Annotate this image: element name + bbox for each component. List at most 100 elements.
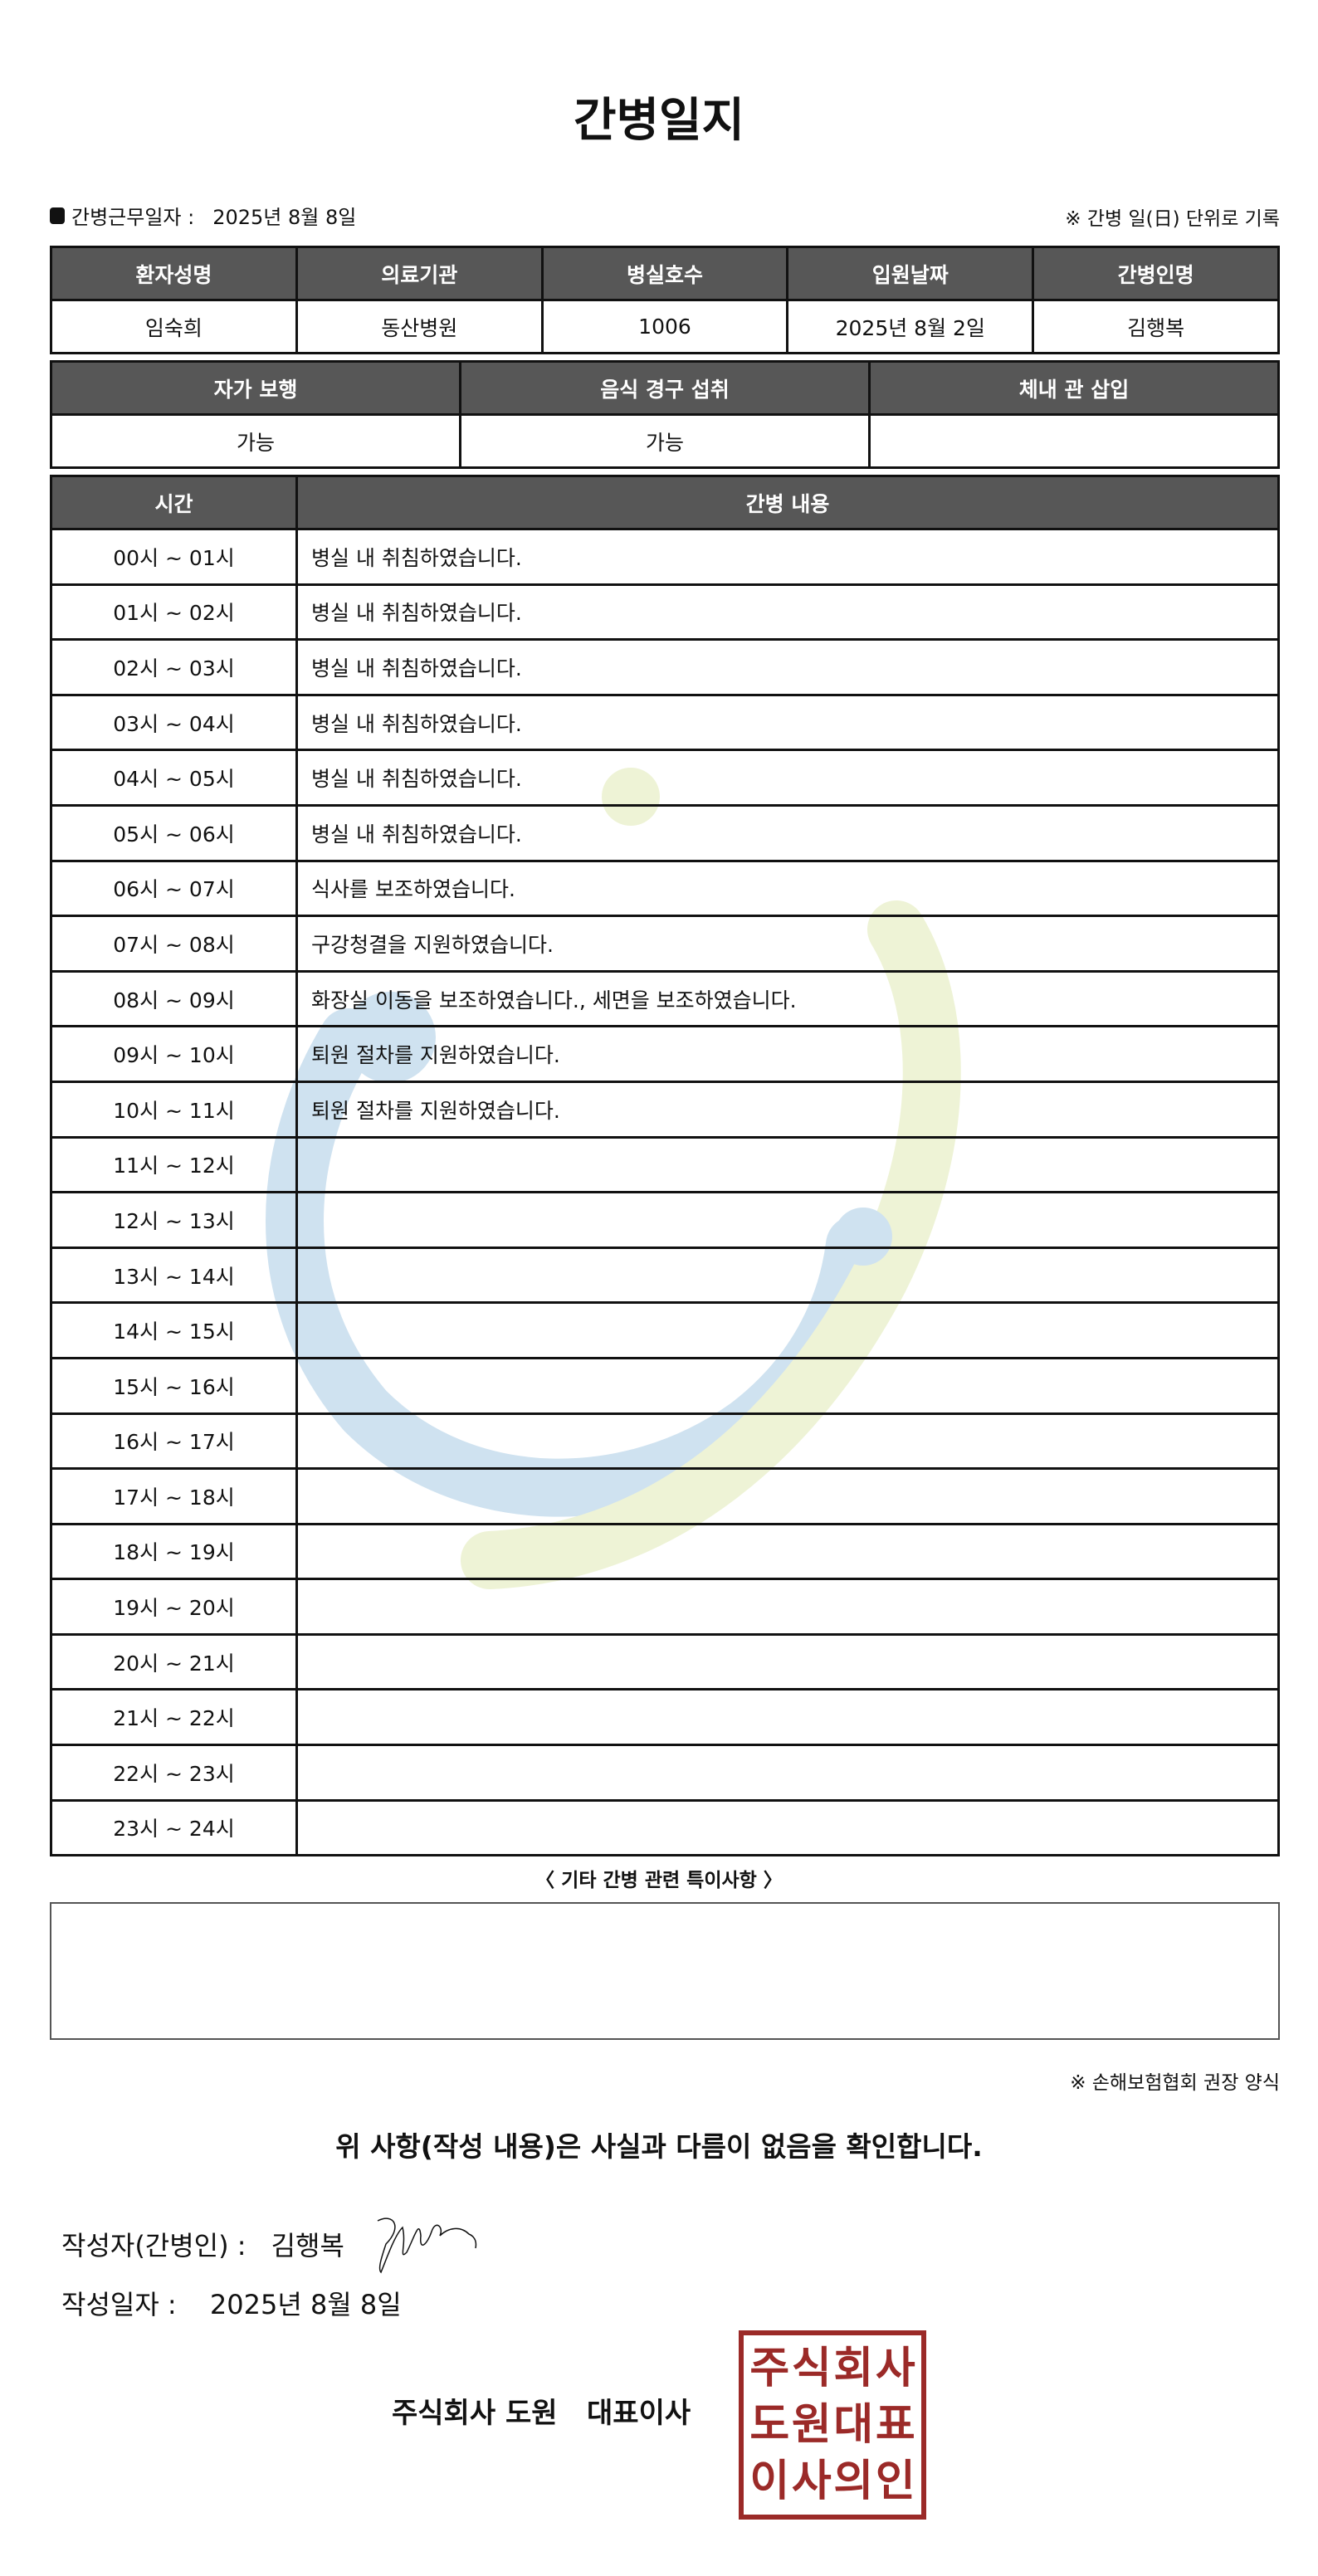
- hospital: 동산병원: [295, 299, 544, 354]
- table-row: 14시 ~ 15시: [50, 1301, 1280, 1359]
- content-cell: [295, 1688, 1280, 1747]
- status-table: 자가 보행 음식 경구 섭취 체내 관 삽입 가능 가능: [50, 360, 1280, 469]
- patient-table: 환자성명 의료기관 병실호수 입원날짜 간병인명 임숙희 동산병원 1006 2025년 8월…: [50, 246, 1280, 354]
- table-row: 01시 ~ 02시 병실 내 취침하였습니다.: [50, 583, 1280, 642]
- stamp-char: 도: [749, 2400, 790, 2450]
- work-date: 간병근무일자 : 2025년 8월 8일: [50, 201, 356, 230]
- header-oral-intake: 음식 경구 섭취: [459, 360, 871, 416]
- time-cell: 12시 ~ 13시: [50, 1191, 298, 1249]
- header-walking: 자가 보행: [50, 360, 461, 416]
- time-cell: 22시 ~ 23시: [50, 1744, 298, 1802]
- content-cell: [295, 1578, 1280, 1636]
- content-cell: 병실 내 취침하였습니다.: [295, 749, 1280, 807]
- table-row: 07시 ~ 08시 구강청결을 지원하였습니다.: [50, 915, 1280, 973]
- page-title: 간병일지: [573, 94, 745, 148]
- stamp-char: 주: [749, 2344, 790, 2393]
- table-row: 03시 ~ 04시 병실 내 취침하였습니다.: [50, 693, 1280, 752]
- time-cell: 15시 ~ 16시: [50, 1356, 298, 1415]
- table-row: 19시 ~ 20시: [50, 1578, 1280, 1636]
- content-cell: 병실 내 취침하였습니다.: [295, 693, 1280, 752]
- stamp-char: 회: [833, 2344, 874, 2393]
- table-row: 12시 ~ 13시: [50, 1191, 1280, 1249]
- stamp-char: 의: [833, 2456, 874, 2506]
- room: 1006: [540, 299, 789, 354]
- notes-title: 〈 기타 간병 관련 특이사항 〉: [535, 1870, 783, 1891]
- content-cell: [295, 1301, 1280, 1359]
- company-name: 주식회사 도원 대표이사: [392, 2397, 691, 2430]
- content-cell: [295, 1191, 1280, 1249]
- time-cell: 08시 ~ 09시: [50, 969, 298, 1028]
- stamp-char: 인: [875, 2456, 915, 2506]
- time-cell: 05시 ~ 06시: [50, 803, 298, 862]
- caregiver: 김행복: [1032, 299, 1280, 354]
- admission-date: 2025년 8월 2일: [786, 299, 1035, 354]
- content-cell: 퇴원 절차를 지원하였습니다.: [295, 1025, 1280, 1083]
- content-cell: [295, 1632, 1280, 1691]
- association-note: ※ 손해보험협회 권장 양식: [1070, 2072, 1280, 2094]
- time-cell: 06시 ~ 07시: [50, 859, 298, 918]
- stamp-char: 사: [791, 2456, 832, 2506]
- time-cell: 04시 ~ 05시: [50, 749, 298, 807]
- content-cell: 구강청결을 지원하였습니다.: [295, 915, 1280, 973]
- header-time: 시간: [50, 475, 298, 530]
- table-row: 15시 ~ 16시: [50, 1356, 1280, 1415]
- content-cell: [295, 1246, 1280, 1305]
- table-row: 11시 ~ 12시: [50, 1135, 1280, 1194]
- table-row: 17시 ~ 18시: [50, 1467, 1280, 1525]
- signature: [377, 2217, 477, 2274]
- content-cell: 퇴원 절차를 지원하였습니다.: [295, 1080, 1280, 1139]
- content-cell: 병실 내 취침하였습니다.: [295, 528, 1280, 586]
- content-cell: 병실 내 취침하였습니다.: [295, 638, 1280, 696]
- table-row: 20시 ~ 21시: [50, 1632, 1280, 1691]
- table-row: 04시 ~ 05시 병실 내 취침하였습니다.: [50, 749, 1280, 807]
- content-cell: 화장실 이동을 보조하였습니다., 세면을 보조하였습니다.: [295, 969, 1280, 1028]
- table-row: 21시 ~ 22시: [50, 1688, 1280, 1747]
- tube: [868, 413, 1280, 469]
- patient-name: 임숙희: [50, 299, 298, 354]
- table-row: 08시 ~ 09시 화장실 이동을 보조하였습니다., 세면을 보조하였습니다.: [50, 969, 1280, 1028]
- work-date-label: 간병근무일자 :: [71, 206, 195, 229]
- table-row: 09시 ~ 10시 퇴원 절차를 지원하였습니다.: [50, 1025, 1280, 1083]
- table-row: 13시 ~ 14시: [50, 1246, 1280, 1305]
- time-cell: 02시 ~ 03시: [50, 638, 298, 696]
- header-hospital: 의료기관: [295, 246, 544, 301]
- content-cell: [295, 1522, 1280, 1581]
- table-row: 16시 ~ 17시: [50, 1412, 1280, 1471]
- content-cell: [295, 1356, 1280, 1415]
- time-cell: 09시 ~ 10시: [50, 1025, 298, 1083]
- header-content: 간병 내용: [295, 475, 1280, 530]
- table-row: 00시 ~ 01시 병실 내 취침하였습니다.: [50, 528, 1280, 586]
- header-caregiver: 간병인명: [1032, 246, 1280, 301]
- writer: 작성자(간병인) : 김행복: [61, 2211, 502, 2277]
- write-date: 작성일자 : 2025년 8월 8일: [61, 2284, 402, 2322]
- notes-box: [50, 1902, 1280, 2040]
- stamp-char: 식: [791, 2344, 832, 2393]
- care-table: 시간 간병 내용 00시 ~ 01시 병실 내 취침하였습니다. 01시 ~ 02시 병…: [50, 475, 1280, 1857]
- time-cell: 17시 ~ 18시: [50, 1467, 298, 1525]
- oral-intake: 가능: [459, 413, 871, 469]
- write-date-label: 작성일자 :: [61, 2289, 177, 2320]
- time-cell: 14시 ~ 15시: [50, 1301, 298, 1359]
- content-cell: [295, 1798, 1280, 1857]
- header-patient-name: 환자성명: [50, 246, 298, 301]
- content-cell: [295, 1412, 1280, 1471]
- write-date-value: 2025년 8월 8일: [209, 2289, 402, 2320]
- time-cell: 23시 ~ 24시: [50, 1798, 298, 1857]
- confirmation-text: 위 사항(작성 내용)은 사실과 다름이 없음을 확인합니다.: [335, 2130, 983, 2163]
- table-row: 05시 ~ 06시 병실 내 취침하였습니다.: [50, 803, 1280, 862]
- table-row: 22시 ~ 23시: [50, 1744, 1280, 1802]
- time-cell: 21시 ~ 22시: [50, 1688, 298, 1747]
- time-cell: 16시 ~ 17시: [50, 1412, 298, 1471]
- writer-label: 작성자(간병인) :: [61, 2230, 247, 2261]
- table-row: 06시 ~ 07시 식사를 보조하였습니다.: [50, 859, 1280, 918]
- rule-note: ※ 간병 일(日) 단위로 기록: [1065, 208, 1280, 230]
- time-cell: 11시 ~ 12시: [50, 1135, 298, 1194]
- time-cell: 01시 ~ 02시: [50, 583, 298, 642]
- bullet-square-icon: [50, 207, 65, 224]
- content-cell: [295, 1135, 1280, 1194]
- time-cell: 10시 ~ 11시: [50, 1080, 298, 1139]
- table-row: 18시 ~ 19시: [50, 1522, 1280, 1581]
- header-room: 병실호수: [540, 246, 789, 301]
- time-cell: 19시 ~ 20시: [50, 1578, 298, 1636]
